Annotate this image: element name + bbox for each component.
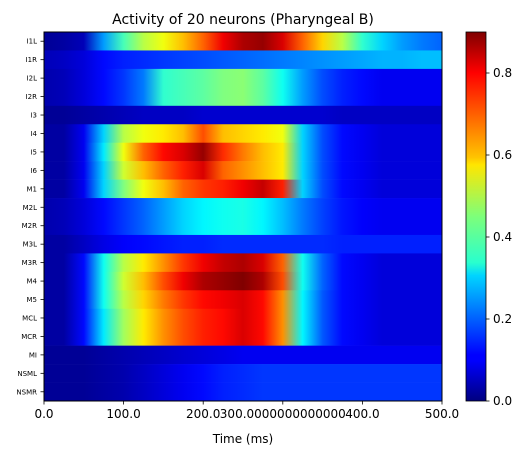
heatmap-row-mi [44,345,442,365]
neuron-label: MCL [22,314,37,322]
neuron-label: M3R [22,259,37,267]
neuron-label: I5 [30,148,37,156]
neuron-label: M3L [23,241,37,249]
heatmap-row-m2l [44,198,442,217]
neuron-labels: I1L I1R I2L I2R I3 I4 I5 I6 M1 M2L M2R M3L M3R M4 M5 MC… [16,38,44,396]
heatmap-row-i3 [44,105,442,125]
neuron-label: NSML [17,370,37,378]
neuron-label: NSMR [16,388,37,396]
heatmap-row-m3r [44,253,442,273]
colorbar-tick-label: 0.6 [493,148,512,162]
plot-frame [43,31,443,402]
x-tick-label: 0.0 [34,407,53,421]
chart-title: Activity of 20 neurons (Pharyngeal B) [112,12,374,28]
heatmap-row-nsmr [44,382,442,402]
x-tick-label: 200.0 [186,407,220,421]
heatmap-row-i2r [44,87,442,107]
colorbar-tick-label: 0.4 [493,230,512,244]
neuron-label: M5 [27,296,38,304]
x-tick-label: 400.0 [345,407,379,421]
neuron-label: I2R [26,93,38,101]
heatmap-row-i1l [44,32,442,51]
heatmap-row-i4 [44,124,442,143]
neuron-label: I3 [30,112,37,120]
heatmap-area [44,32,442,402]
heatmap-row-i2l [44,68,442,88]
neuron-label: M2R [22,222,37,230]
neuron-label: I2L [27,75,38,83]
x-tick-label: 500.0 [425,407,459,421]
heatmap-row-mcr [44,327,442,346]
neuron-label: I6 [30,167,37,175]
neuron-label: M2L [23,204,37,212]
colorbar-ticks: 0.0 0.2 0.4 0.6 0.8 [486,66,512,408]
heatmap-row-m5 [44,290,442,310]
x-tick-label: 100.0 [106,407,140,421]
heatmap-row-i5 [44,142,442,162]
heatmap-row-i6 [44,161,442,180]
heatmap-row-i1r [44,50,442,70]
colorbar [465,31,487,402]
colorbar-tick-label: 0.2 [493,312,512,326]
neuron-label: M4 [27,278,38,286]
heatmap-row-nsml [44,364,442,383]
neuron-label: MCR [21,333,37,341]
heatmap-row-m1 [44,179,442,199]
heatmap-row-mcl [44,308,442,328]
neuron-label: MI [29,351,37,359]
neuron-label: I1R [26,56,38,64]
x-axis-ticks: 0.0 100.0 200.0 300.0000000000000 400.0 500.0 [34,401,459,421]
heatmap-row-m3l [44,234,442,254]
x-tick-label: 300.0000000000000 [220,407,346,421]
heatmap-row-m4 [44,271,442,291]
neuron-label: I4 [30,130,37,138]
heatmap-row-m2r [44,216,442,236]
colorbar-tick-label: 0.8 [493,66,512,80]
neuron-label: I1L [27,38,38,46]
colorbar-tick-label: 0.0 [493,394,512,408]
neuron-label: M1 [27,185,38,193]
x-axis-label: Time (ms) [212,432,274,446]
